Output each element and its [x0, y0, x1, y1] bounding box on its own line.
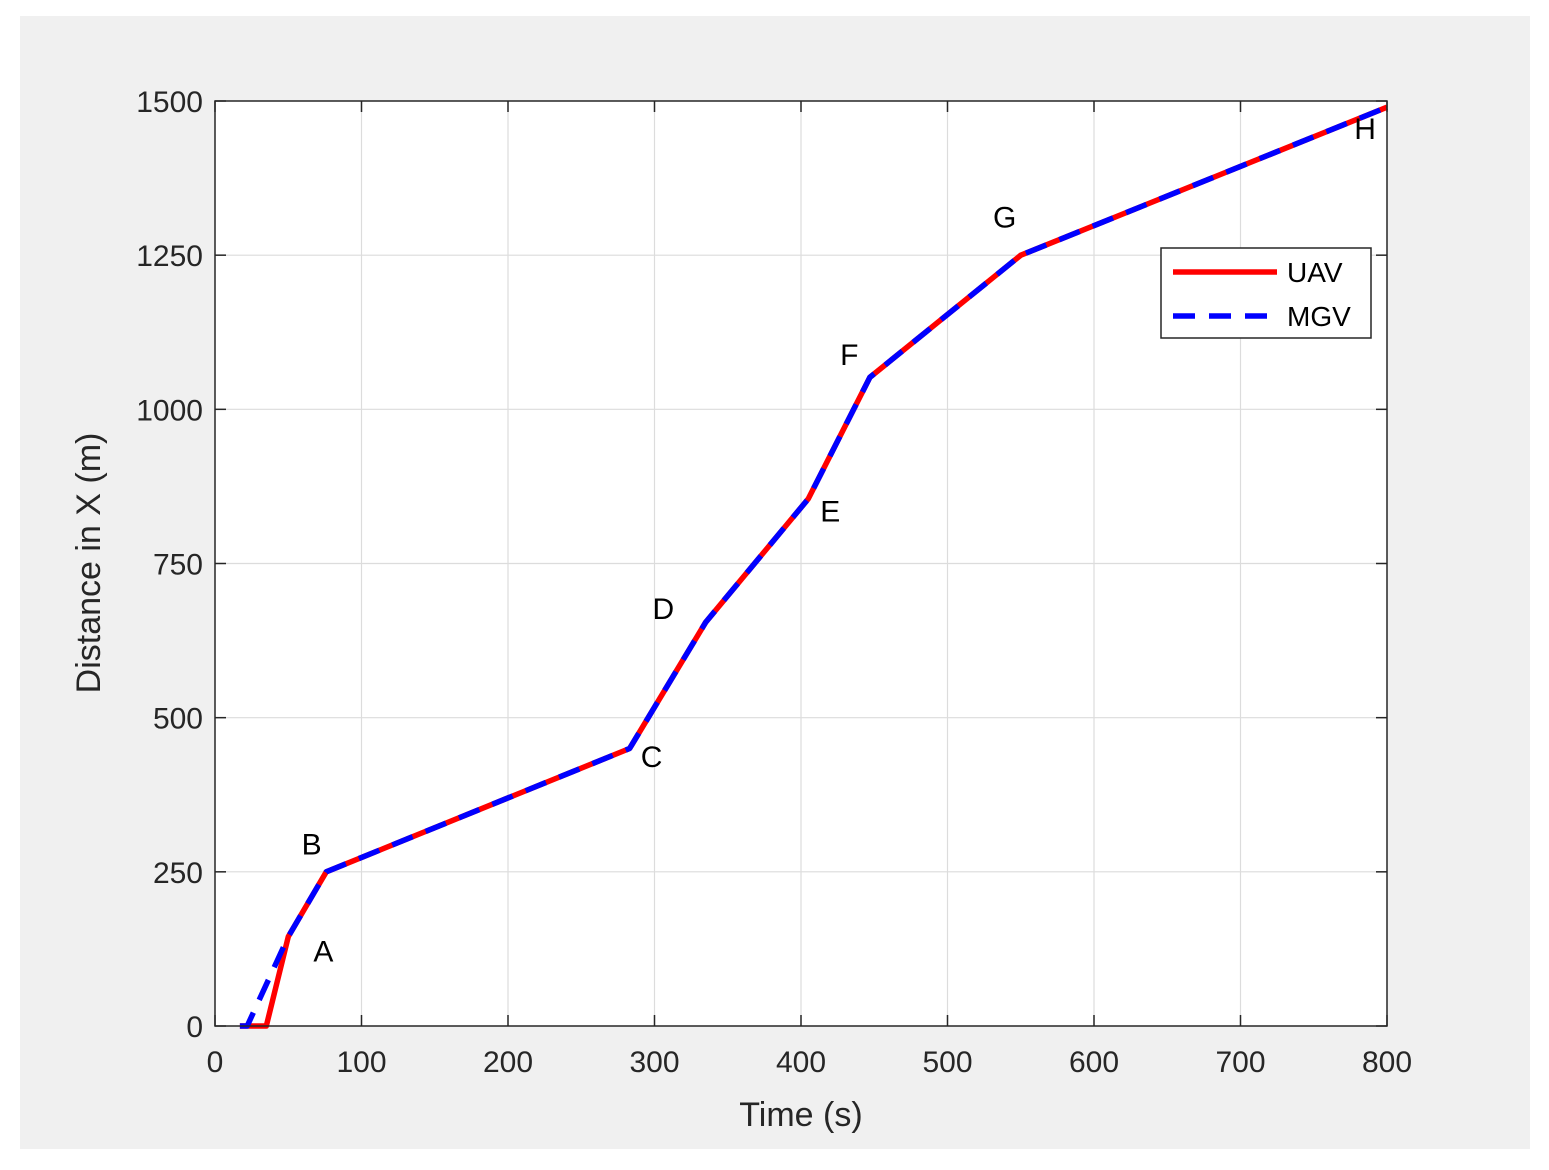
point-annotations: A B C D E F G H — [302, 113, 1376, 968]
figure-window: 0 100 200 300 400 500 600 700 800 0 250 500 750 1000 1… — [20, 16, 1530, 1149]
y-tick-label: 1500 — [136, 86, 203, 119]
x-tick-label: 300 — [629, 1046, 679, 1079]
annotation-label: G — [993, 201, 1016, 234]
y-tick-label: 1000 — [136, 394, 203, 427]
legend: UAV MGV — [1160, 247, 1372, 339]
y-axis-label: Distance in X (m) — [70, 433, 108, 694]
y-tick-label: 1250 — [136, 240, 203, 273]
grid — [215, 101, 1387, 1026]
x-tick-label: 500 — [922, 1046, 972, 1079]
ticks: 0 100 200 300 400 500 600 700 800 0 250 500 750 1000 1… — [136, 86, 1412, 1079]
x-tick-label: 700 — [1215, 1046, 1265, 1079]
x-tick-label: 400 — [776, 1046, 826, 1079]
annotation-label: B — [302, 829, 322, 862]
x-tick-label: 800 — [1362, 1046, 1412, 1079]
y-tick-label: 0 — [186, 1011, 203, 1044]
annotation-label: D — [652, 593, 674, 626]
series-line-mgv — [239, 104, 1389, 1029]
line-chart: 0 100 200 300 400 500 600 700 800 0 250 500 750 1000 1… — [70, 86, 1412, 1134]
x-tick-label: 200 — [483, 1046, 533, 1079]
x-tick-label: 0 — [207, 1046, 224, 1079]
annotation-label: C — [641, 741, 663, 774]
x-axis-label: Time (s) — [739, 1096, 862, 1134]
legend-label-uav: UAV — [1287, 257, 1343, 288]
series-lines — [239, 104, 1389, 1029]
x-tick-label: 600 — [1069, 1046, 1119, 1079]
y-tick-label: 750 — [153, 549, 203, 582]
y-tick-label: 500 — [153, 703, 203, 736]
annotation-label: E — [820, 496, 840, 529]
y-tick-label: 250 — [153, 857, 203, 890]
x-tick-label: 100 — [336, 1046, 386, 1079]
legend-box — [1160, 247, 1372, 339]
annotation-label: F — [840, 339, 858, 372]
annotation-label: H — [1354, 113, 1376, 146]
annotation-label: A — [313, 935, 333, 968]
legend-label-mgv: MGV — [1287, 301, 1351, 332]
